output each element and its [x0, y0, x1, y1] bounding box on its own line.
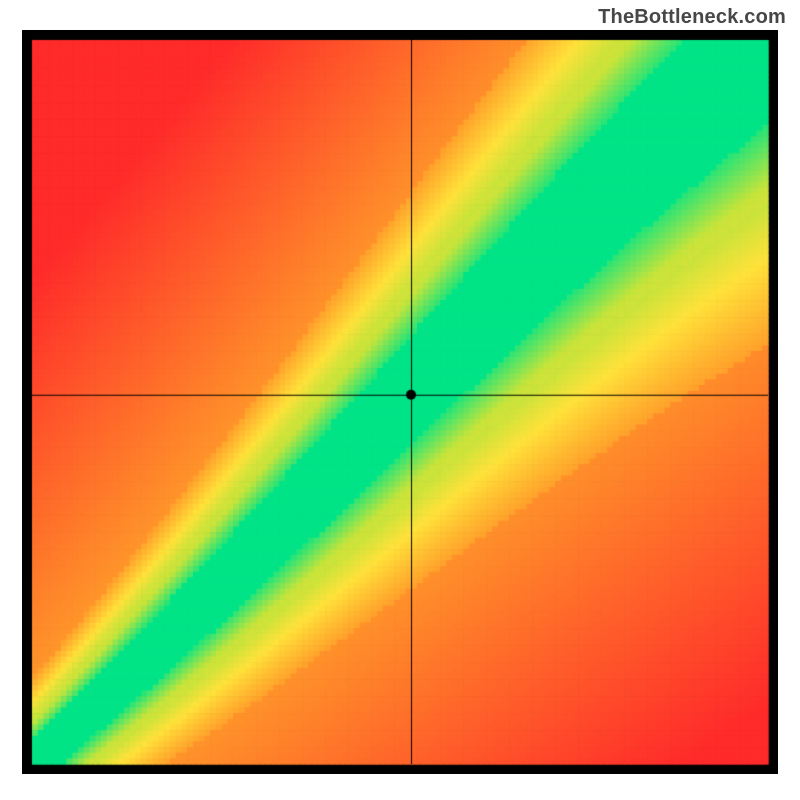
heatmap-chart: [22, 30, 778, 774]
heatmap-canvas: [22, 30, 778, 774]
watermark: TheBottleneck.com: [598, 6, 786, 29]
